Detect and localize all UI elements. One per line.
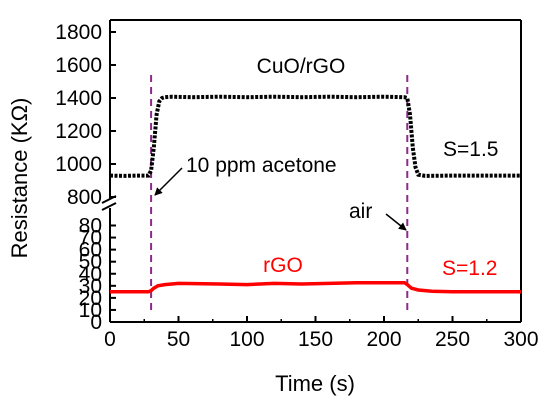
y-tick-label: 1000 [55, 153, 102, 176]
y-tick-label: 1800 [55, 21, 102, 44]
x-tick-label: 200 [366, 328, 401, 351]
y-tick-label: 20 [79, 287, 102, 310]
x-tick-label: 150 [298, 328, 333, 351]
x-tick-label: 250 [435, 328, 470, 351]
x-tick-label: 100 [229, 328, 264, 351]
y-tick-label: 50 [79, 251, 102, 274]
x-axis-label: Time (s) [275, 371, 355, 396]
y-tick-label: 10 [79, 299, 102, 322]
series-line-rgo [110, 281, 521, 294]
y-tick-label: 60 [79, 239, 102, 262]
y-tick-label: 40 [79, 263, 102, 286]
annotation-air: air [349, 200, 372, 223]
x-tick-label: 300 [503, 328, 538, 351]
x-tick-label: 0 [104, 328, 116, 351]
y-tick-label: 1200 [55, 120, 102, 143]
series-line-cuo-rgo [109, 94, 521, 178]
x-tick-label: 50 [167, 328, 190, 351]
y-tick-label: 30 [79, 275, 102, 298]
annotation-s-rgo: S=1.2 [442, 257, 497, 280]
annotation-s-cuo: S=1.5 [443, 138, 498, 161]
y-axis-label: Resistance (KΩ) [7, 98, 32, 259]
annotation-cuo-series-label: CuO/rGO [257, 55, 346, 78]
y-tick-label: 70 [79, 227, 102, 250]
annotation-acetone: 10 ppm acetone [186, 154, 337, 177]
y-tick-label: 1400 [55, 87, 102, 110]
y-tick-label: 80 [79, 215, 102, 238]
y-tick-label: 0 [90, 311, 102, 334]
axis-break-mark [101, 202, 117, 211]
y-tick-label: 1600 [55, 54, 102, 77]
plot-area: 0 50 100 150 200 250 3008001000120014001600180… [55, 19, 539, 351]
air-arrow [385, 213, 407, 231]
y-tick-label: 800 [67, 186, 102, 209]
acetone-arrow [154, 167, 183, 196]
annotation-rgo-series-label: rGO [263, 254, 303, 277]
